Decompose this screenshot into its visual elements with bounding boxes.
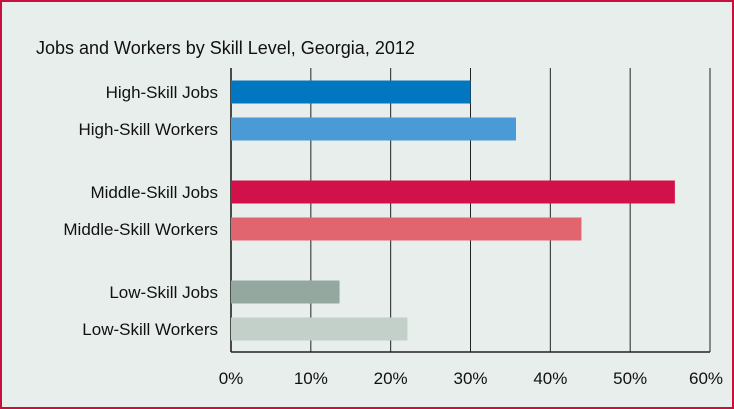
- bar-low-skill-workers: [231, 317, 408, 341]
- bar-high-skill-jobs: [231, 80, 471, 104]
- category-label: Middle-Skill Workers: [63, 220, 218, 239]
- bar-middle-skill-jobs: [231, 180, 675, 204]
- x-tick-label: 50%: [613, 369, 647, 388]
- bar-high-skill-workers: [231, 117, 517, 141]
- category-label: Low-Skill Jobs: [109, 283, 218, 302]
- category-labels: High-Skill Jobs High-Skill Workers Middle-…: [63, 83, 218, 339]
- category-label: Low-Skill Workers: [82, 320, 218, 339]
- x-tick-labels: 0% 10% 20% 30% 40% 50% 60%: [219, 369, 723, 388]
- x-tick-label: 20%: [374, 369, 408, 388]
- x-tick-label: 0%: [219, 369, 244, 388]
- bars: [231, 80, 675, 341]
- category-label: High-Skill Workers: [79, 120, 219, 139]
- bar-middle-skill-workers: [231, 217, 582, 241]
- chart-title: Jobs and Workers by Skill Level, Georgia…: [36, 38, 415, 58]
- category-label: High-Skill Jobs: [106, 83, 218, 102]
- bar-low-skill-jobs: [231, 280, 340, 304]
- x-tick-label: 30%: [453, 369, 487, 388]
- gridlines: [230, 68, 711, 353]
- x-tick-label: 60%: [689, 369, 723, 388]
- x-tick-label: 40%: [533, 369, 567, 388]
- category-label: Middle-Skill Jobs: [90, 183, 218, 202]
- x-tick-label: 10%: [294, 369, 328, 388]
